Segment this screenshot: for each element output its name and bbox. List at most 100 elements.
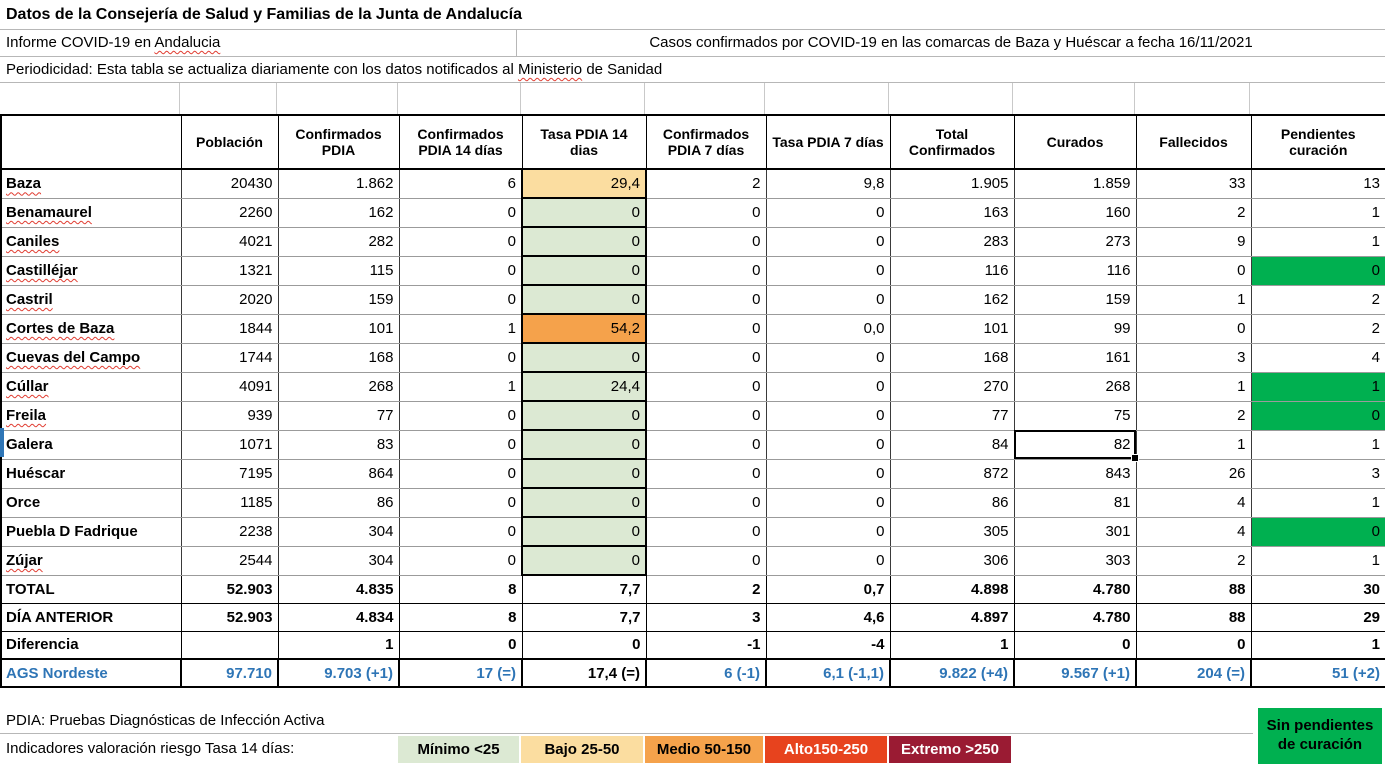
cell-confirmados-pdia[interactable]: 304 xyxy=(277,516,400,547)
cell-tasa-pdia-7-dias[interactable]: 0 xyxy=(765,458,891,489)
col-header-poblacion[interactable]: Población xyxy=(180,114,279,170)
cell-pendientes-curacion[interactable]: 1 xyxy=(1250,429,1385,460)
cell-confirmados-pdia-7-dias[interactable]: 0 xyxy=(645,545,767,576)
cell-confirmados-pdia-14-dias[interactable]: 0 xyxy=(398,630,523,660)
cell-pendientes-curacion[interactable]: 29 xyxy=(1250,602,1385,632)
cell-pendientes-curacion[interactable]: 2 xyxy=(1250,284,1385,315)
col-header-confirmados-pdia-14-dias[interactable]: Confirmados PDIA 14 días xyxy=(398,114,523,170)
cell-tasa-pdia-14-dias[interactable]: 0 xyxy=(521,429,647,460)
cell-fallecidos[interactable]: 0 xyxy=(1135,313,1252,344)
col-header-fallecidos[interactable]: Fallecidos xyxy=(1135,114,1252,170)
cell-curados[interactable]: 161 xyxy=(1013,342,1137,373)
cell-tasa-pdia-7-dias[interactable]: 4,6 xyxy=(765,602,891,632)
cell-confirmados-pdia-14-dias[interactable]: 0 xyxy=(398,255,523,286)
cell-tasa-pdia-7-dias[interactable]: 6,1 (-1,1) xyxy=(765,658,891,688)
cell-fallecidos[interactable]: 33 xyxy=(1135,168,1252,199)
cell-curados[interactable]: 1.859 xyxy=(1013,168,1137,199)
cell-fallecidos[interactable]: 4 xyxy=(1135,487,1252,518)
cell-tasa-pdia-7-dias[interactable]: 0 xyxy=(765,516,891,547)
cell-pendientes-curacion[interactable]: 1 xyxy=(1250,630,1385,660)
cell-fallecidos[interactable]: 88 xyxy=(1135,602,1252,632)
cell-confirmados-pdia-7-dias[interactable]: 0 xyxy=(645,255,767,286)
cell-pendientes-curacion[interactable]: 2 xyxy=(1250,313,1385,344)
cell-total-confirmados[interactable]: 1.905 xyxy=(889,168,1015,199)
cell-total-confirmados[interactable]: 283 xyxy=(889,226,1015,257)
cell-confirmados-pdia-7-dias[interactable]: 0 xyxy=(645,429,767,460)
cell-tasa-pdia-14-dias[interactable]: 17,4 (=) xyxy=(521,658,647,688)
cell-confirmados-pdia-14-dias[interactable]: 8 xyxy=(398,602,523,632)
row-label[interactable]: Cortes de Baza xyxy=(0,313,182,344)
cell-pendientes-curacion[interactable]: 13 xyxy=(1250,168,1385,199)
cell-poblacion[interactable]: 97.710 xyxy=(180,658,279,688)
cell-tasa-pdia-14-dias[interactable]: 0 xyxy=(521,516,647,547)
cell-confirmados-pdia-7-dias[interactable]: 0 xyxy=(645,458,767,489)
cell-confirmados-pdia-14-dias[interactable]: 0 xyxy=(398,197,523,228)
cell-confirmados-pdia-14-dias[interactable]: 0 xyxy=(398,487,523,518)
cell-tasa-pdia-7-dias[interactable]: 0 xyxy=(765,400,891,431)
cell-confirmados-pdia[interactable]: 1.862 xyxy=(277,168,400,199)
cell-fallecidos[interactable]: 0 xyxy=(1135,630,1252,660)
row-label[interactable]: AGS Nordeste xyxy=(0,658,182,688)
cell-poblacion[interactable]: 2238 xyxy=(180,516,279,547)
cell-tasa-pdia-14-dias[interactable]: 0 xyxy=(521,255,647,286)
cell-total-confirmados[interactable]: 162 xyxy=(889,284,1015,315)
cell-poblacion[interactable]: 20430 xyxy=(180,168,279,199)
cell-curados[interactable]: 301 xyxy=(1013,516,1137,547)
cell-confirmados-pdia-7-dias[interactable]: 0 xyxy=(645,371,767,402)
cell-confirmados-pdia-7-dias[interactable]: 0 xyxy=(645,284,767,315)
cell-confirmados-pdia-7-dias[interactable]: 0 xyxy=(645,313,767,344)
cell-tasa-pdia-7-dias[interactable]: 0,7 xyxy=(765,574,891,604)
row-label[interactable]: Baza xyxy=(0,168,182,199)
cell-confirmados-pdia-14-dias[interactable]: 6 xyxy=(398,168,523,199)
cell-pendientes-curacion[interactable]: 1 xyxy=(1250,545,1385,576)
cell-tasa-pdia-7-dias[interactable]: 0 xyxy=(765,255,891,286)
cell-curados[interactable]: 303 xyxy=(1013,545,1137,576)
cell-confirmados-pdia-14-dias[interactable]: 0 xyxy=(398,400,523,431)
cell-tasa-pdia-14-dias[interactable]: 0 xyxy=(521,458,647,489)
row-label[interactable]: Diferencia xyxy=(0,630,182,660)
cell-total-confirmados[interactable]: 305 xyxy=(889,516,1015,547)
cell-confirmados-pdia[interactable]: 282 xyxy=(277,226,400,257)
cell-curados[interactable]: 9.567 (+1) xyxy=(1013,658,1137,688)
cell-confirmados-pdia[interactable]: 4.835 xyxy=(277,574,400,604)
corner-header[interactable] xyxy=(0,114,182,170)
cell-tasa-pdia-14-dias[interactable]: 24,4 xyxy=(521,371,647,402)
col-header-total-confirmados[interactable]: Total Confirmados xyxy=(889,114,1015,170)
cell-poblacion[interactable]: 7195 xyxy=(180,458,279,489)
cell-fallecidos[interactable]: 26 xyxy=(1135,458,1252,489)
col-header-tasa-pdia-7-dias[interactable]: Tasa PDIA 7 días xyxy=(765,114,891,170)
cell-curados[interactable]: 268 xyxy=(1013,371,1137,402)
cell-poblacion[interactable]: 1071 xyxy=(180,429,279,460)
cell-curados[interactable]: 843 xyxy=(1013,458,1137,489)
cell-confirmados-pdia-14-dias[interactable]: 1 xyxy=(398,371,523,402)
cell-total-confirmados[interactable]: 168 xyxy=(889,342,1015,373)
cell-confirmados-pdia-14-dias[interactable]: 0 xyxy=(398,284,523,315)
col-header-curados[interactable]: Curados xyxy=(1013,114,1137,170)
cell-curados[interactable]: 160 xyxy=(1013,197,1137,228)
cell-confirmados-pdia-7-dias[interactable]: -1 xyxy=(645,630,767,660)
cell-curados[interactable]: 4.780 xyxy=(1013,602,1137,632)
cell-tasa-pdia-14-dias[interactable]: 0 xyxy=(521,400,647,431)
cell-curados[interactable]: 159 xyxy=(1013,284,1137,315)
cell-curados[interactable]: 75 xyxy=(1013,400,1137,431)
cell-tasa-pdia-14-dias[interactable]: 54,2 xyxy=(521,313,647,344)
cell-pendientes-curacion[interactable]: 30 xyxy=(1250,574,1385,604)
cell-confirmados-pdia[interactable]: 162 xyxy=(277,197,400,228)
cell-poblacion[interactable]: 2260 xyxy=(180,197,279,228)
cell-tasa-pdia-7-dias[interactable]: 0 xyxy=(765,197,891,228)
cell-total-confirmados[interactable]: 4.897 xyxy=(889,602,1015,632)
cell-pendientes-curacion[interactable]: 4 xyxy=(1250,342,1385,373)
cell-confirmados-pdia-7-dias[interactable]: 0 xyxy=(645,400,767,431)
row-label[interactable]: TOTAL xyxy=(0,574,182,604)
cell-curados[interactable]: 116 xyxy=(1013,255,1137,286)
cell-total-confirmados[interactable]: 270 xyxy=(889,371,1015,402)
cell-pendientes-curacion[interactable]: 0 xyxy=(1250,400,1385,431)
cell-confirmados-pdia-7-dias[interactable]: 0 xyxy=(645,342,767,373)
cell-tasa-pdia-7-dias[interactable]: 0 xyxy=(765,429,891,460)
cell-tasa-pdia-7-dias[interactable]: 0 xyxy=(765,371,891,402)
col-header-tasa-pdia-14-dias[interactable]: Tasa PDIA 14 dias xyxy=(521,114,647,170)
cell-confirmados-pdia-14-dias[interactable]: 0 xyxy=(398,342,523,373)
cell-pendientes-curacion[interactable]: 1 xyxy=(1250,226,1385,257)
cell-curados[interactable]: 99 xyxy=(1013,313,1137,344)
cell-total-confirmados[interactable]: 84 xyxy=(889,429,1015,460)
